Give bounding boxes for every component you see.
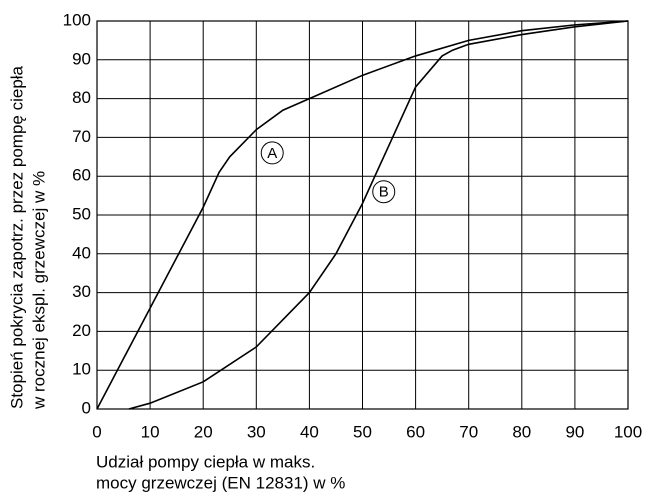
series-line	[96, 20, 629, 410]
series-label-circle	[260, 141, 284, 165]
x-tick-label: 50	[353, 422, 372, 441]
series-label: B	[379, 184, 389, 201]
x-tick-label: 100	[614, 422, 642, 441]
x-tick-label: 70	[459, 422, 478, 441]
y-tick-label: 50	[72, 204, 91, 223]
y-axis-label: w rocznej ekspl. grzewczej w %	[29, 171, 48, 410]
x-axis-label: Udział pompy ciepła w maks.	[96, 452, 315, 471]
y-tick-label: 30	[72, 282, 91, 301]
series-label-circle	[372, 180, 396, 204]
y-tick-label: 90	[72, 49, 91, 68]
x-tick-label: 30	[247, 422, 266, 441]
y-tick-label: 80	[72, 88, 91, 107]
y-tick-label: 20	[72, 321, 91, 340]
x-axis-label: mocy grzewczej (EN 12831) w %	[96, 473, 345, 492]
plot-border	[96, 20, 629, 410]
y-tick-label: 70	[72, 127, 91, 146]
x-tick-label: 80	[512, 422, 531, 441]
y-tick-label: 10	[72, 360, 91, 379]
y-tick-label: 0	[82, 398, 91, 417]
x-tick-label: 20	[194, 422, 213, 441]
x-tick-label: 10	[141, 422, 160, 441]
y-tick-label: 100	[63, 10, 91, 29]
x-tick-label: 40	[300, 422, 319, 441]
y-tick-label: 60	[72, 166, 91, 185]
y-tick-label: 40	[72, 243, 91, 262]
x-tick-label: 90	[565, 422, 584, 441]
y-axis-label: Stopień pokrycia zapotrz. przez pompę ci…	[7, 65, 26, 409]
x-tick-label: 0	[92, 422, 101, 441]
x-tick-label: 60	[406, 422, 425, 441]
series-line	[128, 20, 629, 410]
series-label: A	[267, 145, 277, 162]
